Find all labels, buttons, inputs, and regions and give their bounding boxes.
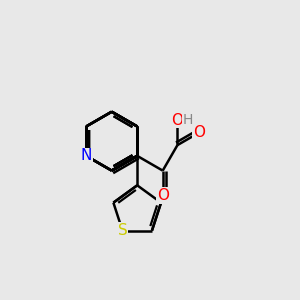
Text: O: O (157, 188, 169, 203)
Text: H: H (183, 113, 193, 127)
Text: O: O (171, 112, 183, 128)
Text: N: N (80, 148, 92, 164)
Text: S: S (118, 223, 128, 238)
Text: O: O (193, 125, 205, 140)
